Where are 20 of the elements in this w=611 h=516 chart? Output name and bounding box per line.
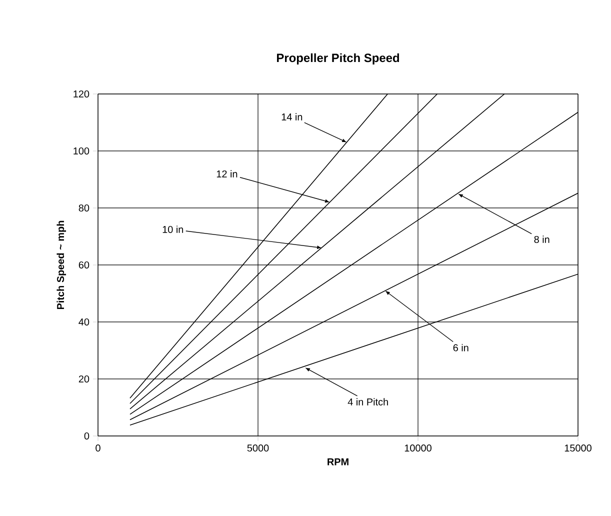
annotation: 6 in — [453, 344, 468, 352]
chart-title: Propeller Pitch Speed — [277, 53, 399, 64]
annotation: 14 in — [282, 113, 302, 120]
y-axis-title: Pitch Speed ~ mph — [56, 220, 66, 310]
x-tick-label: 10000 — [404, 444, 432, 452]
y-tick-label: 60 — [78, 261, 90, 269]
y-tick-label: 20 — [78, 375, 90, 383]
y-tick-label: 120 — [74, 90, 90, 98]
annotation: 12 in — [216, 170, 238, 178]
y-tick-label: 40 — [78, 318, 90, 326]
y-tick-label: 80 — [78, 204, 90, 212]
x-tick-label: 15000 — [564, 444, 592, 452]
annotation: 10 in — [162, 226, 184, 234]
annotation: 4 in Pitch — [348, 398, 388, 406]
y-tick-label: 100 — [74, 147, 90, 155]
x-axis-title: RPM — [328, 458, 348, 466]
y-tick-label: 0 — [84, 432, 90, 440]
x-tick-label: 5000 — [247, 444, 269, 452]
x-tick-label: 0 — [96, 444, 100, 452]
annotation: 8 in — [534, 236, 550, 243]
